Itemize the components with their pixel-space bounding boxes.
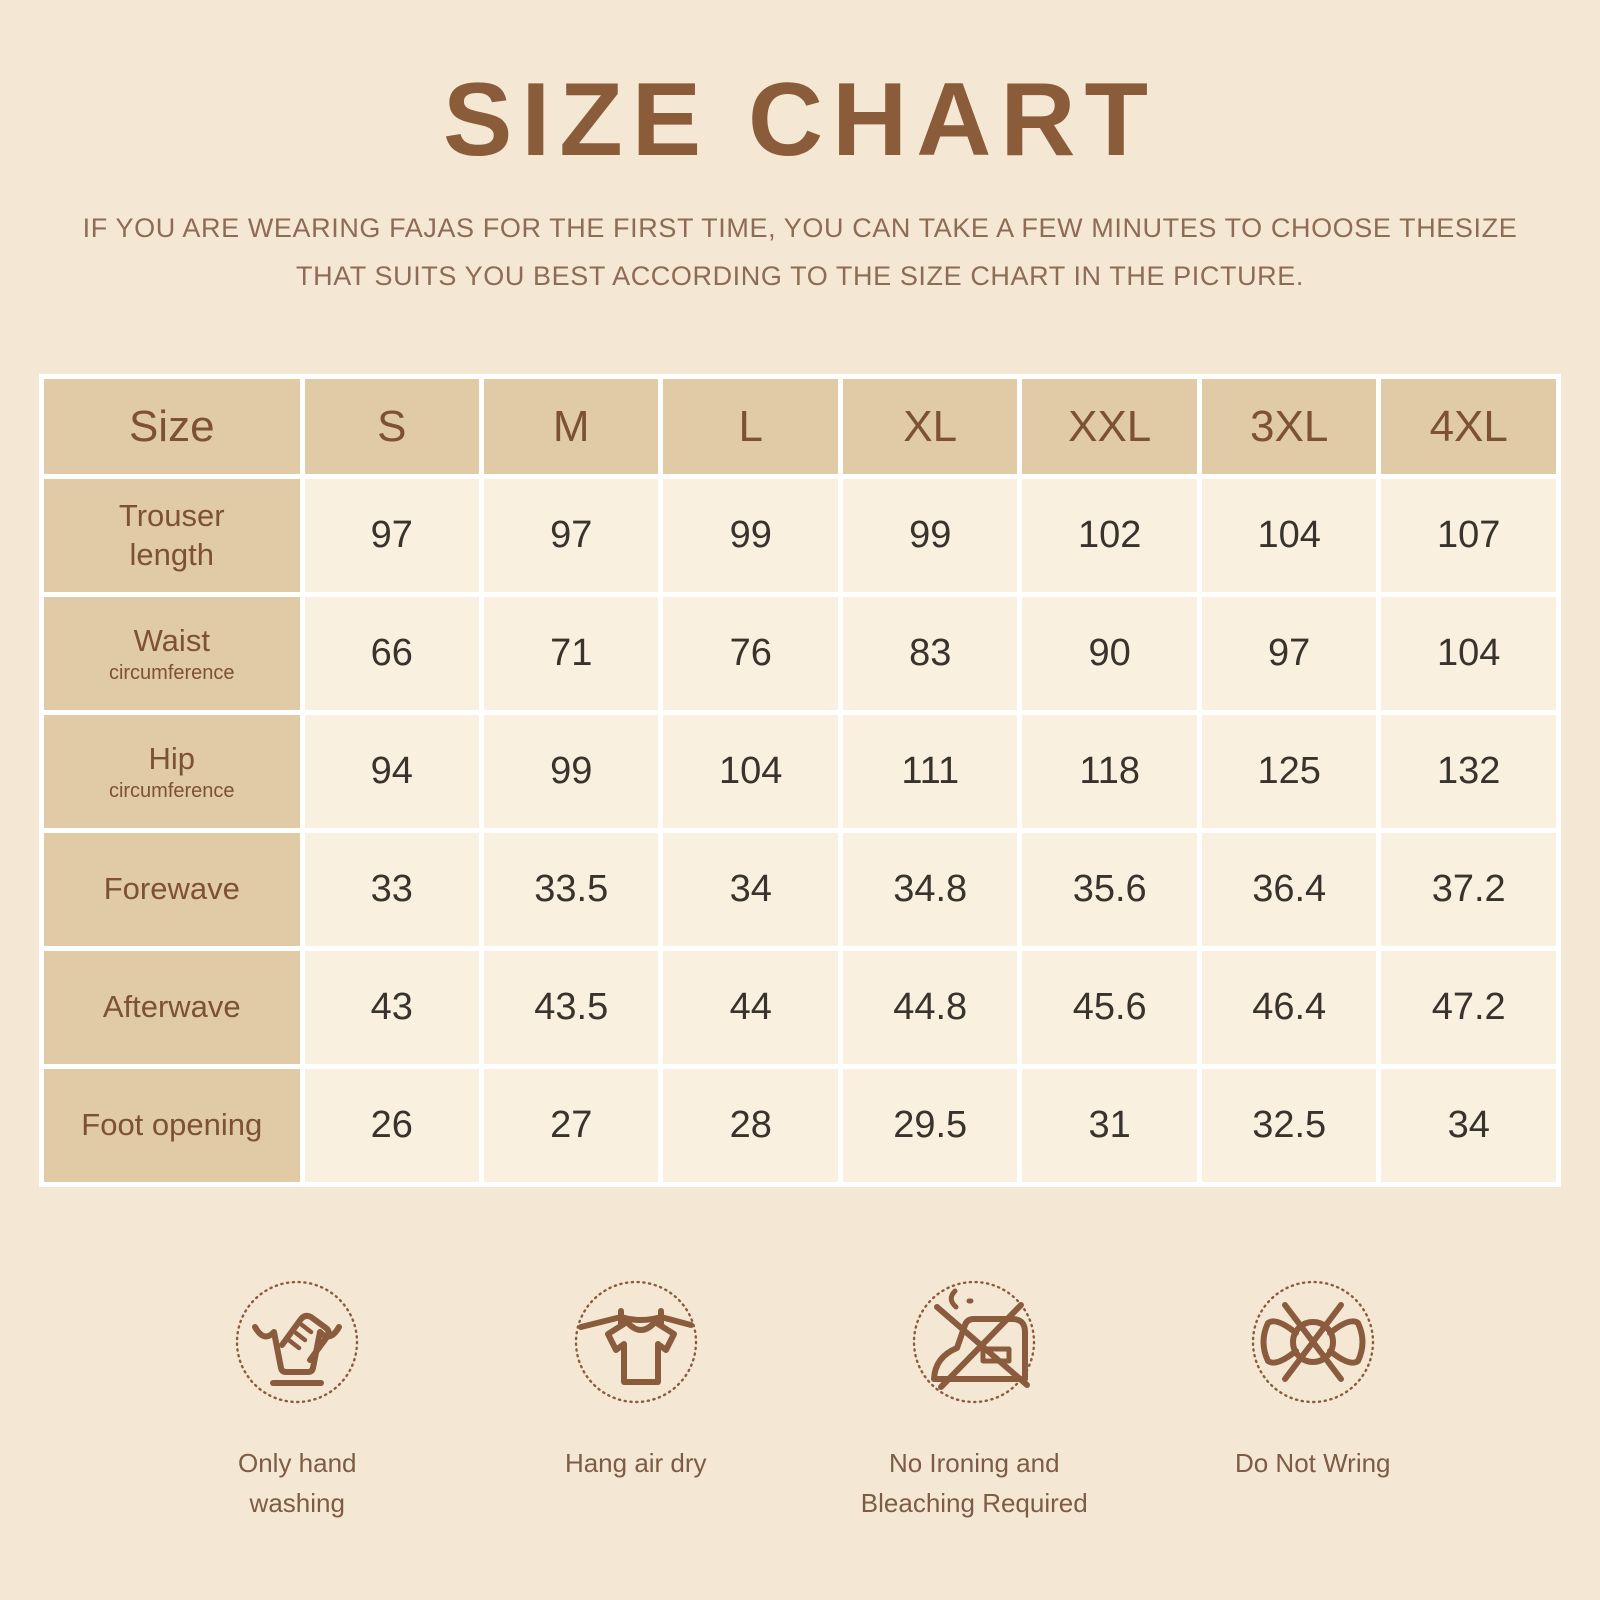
table-cell: 104 <box>1201 479 1377 592</box>
row-label: Afterwave <box>44 951 300 1064</box>
column-header-s: S <box>304 379 479 474</box>
table-header-row: Size S M L XL XXL 3XL 4XL <box>44 379 1556 474</box>
table-cell: 99 <box>484 715 659 828</box>
column-header-4xl: 4XL <box>1381 379 1556 474</box>
care-label: Hang air dry <box>564 1448 707 1478</box>
table-cell: 27 <box>484 1069 659 1182</box>
table-cell: 102 <box>1022 479 1197 592</box>
table-cell: 71 <box>484 597 659 710</box>
row-label: Forewave <box>44 833 300 946</box>
row-label-text: Foot opening <box>81 1107 263 1143</box>
care-label: Only hand washing <box>237 1448 357 1519</box>
column-header-xl: XL <box>842 379 1018 474</box>
table-cell: 36.4 <box>1201 833 1377 946</box>
column-header-size: Size <box>44 379 300 474</box>
table-cell: 104 <box>663 715 838 828</box>
table-cell: 33.5 <box>484 833 659 946</box>
table-cell: 47.2 <box>1381 951 1556 1064</box>
table-row-waist: Waist circumference 66 71 76 83 90 97 10… <box>44 597 1556 710</box>
row-label-text: Hip <box>148 741 196 777</box>
table-row-foot-opening: Foot opening 26 27 28 29.5 31 32.5 34 <box>44 1069 1556 1182</box>
table-cell: 97 <box>1201 597 1377 710</box>
table-cell: 43.5 <box>484 951 659 1064</box>
table-cell: 118 <box>1022 715 1197 828</box>
table-cell: 97 <box>304 479 479 592</box>
care-item-hand-wash: Only hand washing <box>128 1267 467 1524</box>
row-label: Waist circumference <box>44 597 300 710</box>
table-cell: 33 <box>304 833 479 946</box>
table-cell: 34 <box>1381 1069 1556 1182</box>
table-cell: 44 <box>663 951 838 1064</box>
table-cell: 37.2 <box>1381 833 1556 946</box>
care-label: No Ironing and Bleaching Required <box>860 1448 1088 1519</box>
table-cell: 104 <box>1381 597 1556 710</box>
table-cell: 26 <box>304 1069 479 1182</box>
table-cell: 107 <box>1381 479 1556 592</box>
hand-wash-icon <box>236 1280 359 1404</box>
do-not-wring-icon <box>1251 1280 1374 1404</box>
table-cell: 97 <box>484 479 659 592</box>
row-label: Hip circumference <box>44 715 300 828</box>
row-label-text: Forewave <box>103 871 240 907</box>
table-cell: 35.6 <box>1022 833 1197 946</box>
table-cell: 83 <box>842 597 1018 710</box>
table-row-forewave: Forewave 33 33.5 34 34.8 35.6 36.4 37.2 <box>44 833 1556 946</box>
column-header-3xl: 3XL <box>1201 379 1377 474</box>
hang-dry-icon <box>574 1280 697 1404</box>
table-cell: 45.6 <box>1022 951 1197 1064</box>
table-cell: 99 <box>842 479 1018 592</box>
care-label: Do Not Wring <box>1234 1448 1391 1478</box>
table-cell: 76 <box>663 597 838 710</box>
table-cell: 125 <box>1201 715 1377 828</box>
no-iron-icon <box>913 1280 1036 1404</box>
page-subtitle: IF YOU ARE WEARING FAJAS FOR THE FIRST T… <box>0 204 1600 300</box>
row-label: Trouser length <box>44 479 300 592</box>
table-cell: 32.5 <box>1201 1069 1377 1182</box>
table-cell: 94 <box>304 715 479 828</box>
page-title: SIZE CHART <box>443 62 1157 178</box>
column-header-l: L <box>663 379 838 474</box>
column-header-xxl: XXL <box>1022 379 1197 474</box>
column-header-m: M <box>484 379 659 474</box>
table-cell: 28 <box>663 1069 838 1182</box>
row-label-text: Trouser length <box>118 497 225 572</box>
row-label-text: Waist <box>133 623 210 659</box>
table-cell: 43 <box>304 951 479 1064</box>
table-cell: 99 <box>663 479 838 592</box>
table-row-afterwave: Afterwave 43 43.5 44 44.8 45.6 46.4 47.2 <box>44 951 1556 1064</box>
table-cell: 31 <box>1022 1069 1197 1182</box>
subtitle-line-2: THAT SUITS YOU BEST ACCORDING TO THE SIZ… <box>296 261 1304 291</box>
row-label-subtext: circumference <box>108 779 235 802</box>
row-label-subtext: circumference <box>108 661 235 684</box>
table-cell: 34.8 <box>842 833 1018 946</box>
table-cell: 66 <box>304 597 479 710</box>
table-row-trouser-length: Trouser length 97 97 99 99 102 104 107 <box>44 479 1556 592</box>
table-cell: 111 <box>842 715 1018 828</box>
table-cell: 90 <box>1022 597 1197 710</box>
table-cell: 34 <box>663 833 838 946</box>
table-cell: 44.8 <box>842 951 1018 1064</box>
table-row-hip: Hip circumference 94 99 104 111 118 125 … <box>44 715 1556 828</box>
care-item-no-iron: No Ironing and Bleaching Required <box>805 1267 1144 1524</box>
row-label: Foot opening <box>44 1069 300 1182</box>
table-cell: 29.5 <box>842 1069 1018 1182</box>
table-cell: 132 <box>1381 715 1556 828</box>
care-instructions: Only hand washing Hang air dry No Ironin… <box>128 1267 1482 1524</box>
subtitle-line-1: IF YOU ARE WEARING FAJAS FOR THE FIRST T… <box>82 213 1518 243</box>
size-table: Size S M L XL XXL 3XL 4XL Trouser length… <box>39 374 1561 1187</box>
care-item-hang-dry: Hang air dry <box>467 1267 806 1524</box>
row-label-text: Afterwave <box>102 989 241 1025</box>
care-item-do-not-wring: Do Not Wring <box>1144 1267 1483 1524</box>
table-cell: 46.4 <box>1201 951 1377 1064</box>
